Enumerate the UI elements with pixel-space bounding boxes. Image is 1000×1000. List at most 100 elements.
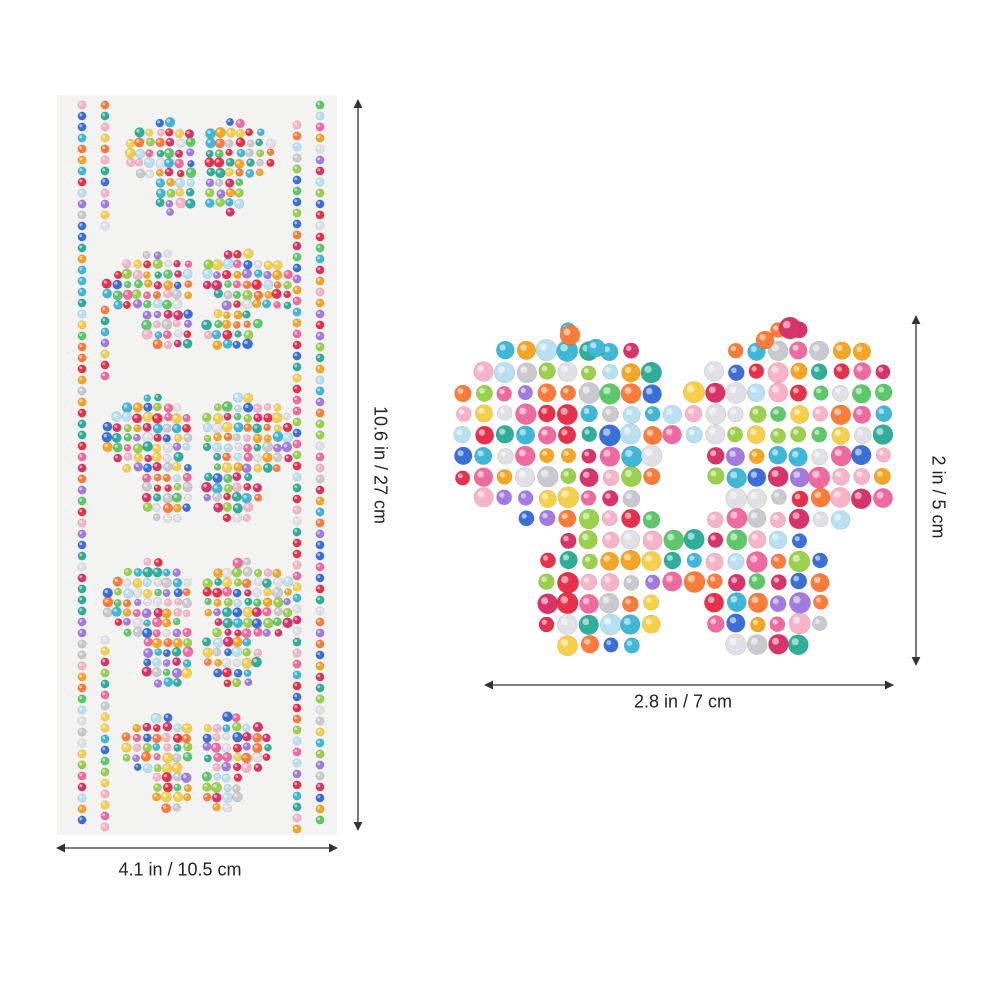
gem: [292, 725, 302, 735]
gem: [100, 210, 110, 220]
gem: [581, 365, 597, 381]
gem-highlight: [207, 180, 211, 183]
gem: [263, 423, 272, 432]
gem: [232, 588, 242, 598]
gem-highlight: [223, 609, 228, 613]
gem-highlight: [125, 445, 128, 448]
gem: [133, 763, 142, 772]
gem-highlight: [227, 129, 232, 133]
gem-highlight: [155, 590, 159, 593]
gem-highlight: [173, 658, 177, 662]
gem-highlight: [245, 474, 249, 478]
gem: [213, 309, 223, 318]
gem-highlight: [294, 628, 298, 632]
gem: [142, 251, 151, 259]
gem-highlight: [708, 556, 715, 563]
gem-highlight: [235, 454, 238, 457]
gem-highlight: [603, 555, 611, 562]
gem-highlight: [773, 409, 779, 415]
gem: [77, 100, 87, 110]
gem: [77, 397, 87, 407]
gem: [292, 483, 302, 493]
gem: [242, 647, 252, 657]
gem-highlight: [541, 576, 547, 583]
gem: [852, 342, 872, 361]
gem: [272, 587, 283, 598]
gem-highlight: [124, 609, 128, 613]
gem-highlight: [205, 599, 209, 602]
gem-highlight: [102, 670, 106, 674]
gem: [77, 716, 87, 726]
gem-highlight: [752, 619, 759, 625]
gem-highlight: [254, 405, 258, 409]
gem-highlight: [173, 494, 178, 498]
gem-highlight: [165, 485, 169, 489]
gem-highlight: [294, 364, 298, 368]
gem: [621, 445, 643, 468]
gem-highlight: [223, 569, 228, 574]
gem: [154, 393, 163, 402]
gem-highlight: [135, 590, 139, 594]
gem: [173, 281, 182, 290]
gem-highlight: [204, 735, 208, 739]
gem-highlight: [167, 209, 171, 213]
gem: [143, 658, 152, 667]
gem-highlight: [127, 140, 131, 144]
gem-highlight: [730, 471, 738, 479]
gem-highlight: [274, 262, 278, 266]
gem: [252, 318, 263, 329]
gem-highlight: [730, 345, 737, 352]
gem-highlight: [204, 794, 208, 798]
gem-highlight: [155, 485, 158, 489]
gem: [77, 265, 87, 275]
gem-highlight: [207, 139, 211, 144]
gem: [621, 363, 641, 383]
gem: [172, 733, 183, 744]
gem-highlight: [624, 366, 632, 374]
gem: [134, 127, 145, 138]
gem-highlight: [104, 589, 108, 594]
gem-highlight: [294, 727, 298, 731]
gem: [215, 197, 225, 208]
gem: [253, 413, 263, 423]
gem: [292, 153, 302, 163]
gem-highlight: [521, 513, 527, 519]
gem-highlight: [563, 387, 569, 394]
gem-highlight: [155, 272, 159, 276]
gem: [172, 298, 183, 310]
gem: [223, 412, 232, 421]
gem: [514, 445, 536, 467]
gem-highlight: [255, 292, 259, 296]
gem: [205, 178, 215, 188]
gem-highlight: [317, 465, 321, 469]
gem: [600, 551, 620, 571]
gem: [100, 349, 110, 359]
gem-highlight: [499, 388, 505, 395]
gem-highlight: [294, 507, 298, 511]
gem-highlight: [605, 493, 611, 499]
gem: [162, 752, 174, 764]
gem-highlight: [164, 464, 169, 468]
gem: [162, 721, 173, 732]
gem: [252, 433, 263, 444]
gem-highlight: [204, 424, 208, 428]
gem-highlight: [102, 179, 106, 183]
gem: [315, 221, 325, 231]
gem-highlight: [224, 579, 228, 583]
gem-highlight: [102, 637, 106, 641]
gem: [221, 761, 232, 772]
gem-highlight: [125, 434, 129, 438]
gem-highlight: [275, 599, 279, 603]
gem-highlight: [164, 425, 168, 429]
gem: [246, 158, 255, 167]
gem-highlight: [212, 744, 217, 748]
gem: [77, 441, 87, 451]
gem: [272, 269, 283, 281]
gem: [788, 612, 811, 635]
gem-highlight: [205, 755, 209, 759]
gem-highlight: [317, 322, 321, 326]
gem: [162, 453, 172, 463]
gem-highlight: [234, 745, 238, 749]
gem-highlight: [255, 414, 259, 418]
gem-highlight: [878, 450, 884, 456]
